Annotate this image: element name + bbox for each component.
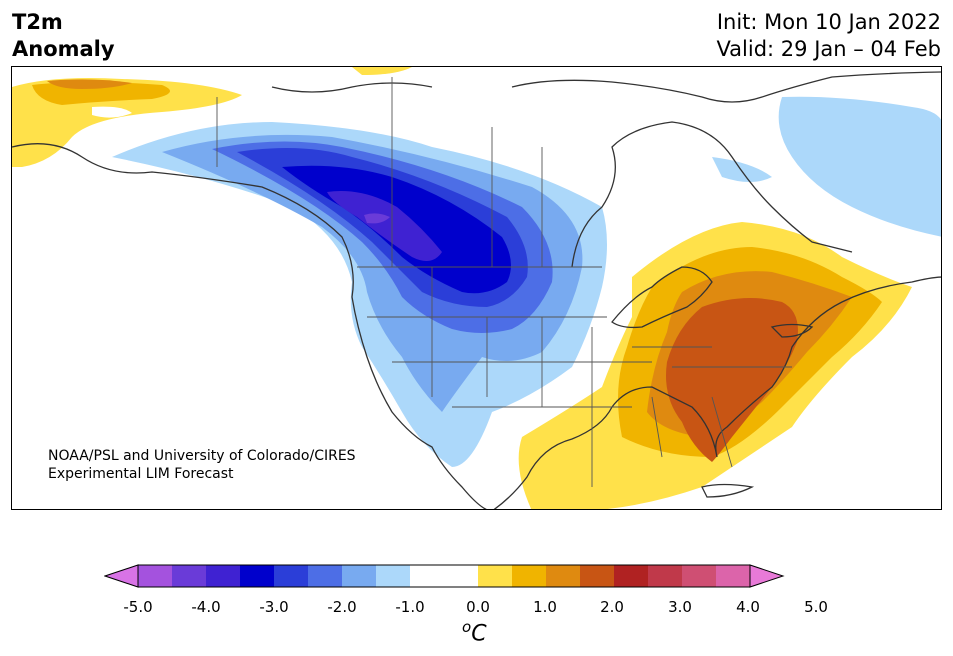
colorbar-max-arrow [749, 564, 785, 588]
coastlines [12, 71, 941, 509]
colorbar-swatch [682, 565, 716, 587]
credit-line-2: Experimental LIM Forecast [48, 466, 234, 482]
colorbar-tick: 4.0 [736, 598, 760, 616]
colorbar-swatch [512, 565, 546, 587]
colorbar-tick: -2.0 [327, 598, 357, 616]
colorbar-tick: -3.0 [259, 598, 289, 616]
colorbar-tick: -1.0 [395, 598, 425, 616]
colorbar-tick: 2.0 [600, 598, 624, 616]
colorbar-swatch [274, 565, 308, 587]
init-date: Init: Mon 10 Jan 2022 [716, 10, 941, 34]
colorbar-swatch [444, 565, 478, 587]
map-canvas: NOAA/PSL and University of Colorado/CIRE… [12, 67, 941, 509]
political-borders [216, 77, 792, 487]
colorbar-swatch [342, 565, 376, 587]
warm-region-core [666, 298, 798, 462]
unit-base: C [471, 621, 487, 647]
colorbar-tick: 3.0 [668, 598, 692, 616]
credit-line-1: NOAA/PSL and University of Colorado/CIRE… [48, 448, 356, 464]
variable-subtitle: Anomaly [12, 37, 115, 61]
colorbar-min-arrow [103, 564, 139, 588]
variable-name: T2m [12, 10, 63, 34]
colorbar-ticks: -5.0 -4.0 -3.0 -2.0 -1.0 0.0 1.0 2.0 3.0… [0, 598, 953, 618]
colorbar-swatch [614, 565, 648, 587]
forecast-dates: Init: Mon 10 Jan 2022 Valid: 29 Jan – 04… [716, 9, 941, 63]
northeast-cold-region [778, 96, 941, 237]
colorbar-swatch [308, 565, 342, 587]
colorbar-unit: oC [462, 618, 487, 646]
colorbar-swatches [103, 564, 785, 588]
colorbar [103, 564, 850, 592]
valid-range: Valid: 29 Jan – 04 Feb [716, 37, 941, 61]
colorbar-swatch [138, 565, 172, 587]
colorbar-swatch [716, 565, 750, 587]
colorbar-swatch [376, 565, 410, 587]
colorbar-swatch [410, 565, 444, 587]
colorbar-swatch [546, 565, 580, 587]
chart-title: T2m Anomaly [12, 9, 115, 63]
colorbar-swatch [580, 565, 614, 587]
colorbar-tick: -5.0 [123, 598, 153, 616]
colorbar-tick: 0.0 [466, 598, 490, 616]
colorbar-swatch [478, 565, 512, 587]
unit-degree-sup: o [462, 618, 472, 636]
colorbar-swatch [206, 565, 240, 587]
colorbar-tick: 1.0 [533, 598, 557, 616]
colorbar-swatch [172, 565, 206, 587]
colorbar-swatch [648, 565, 682, 587]
anomaly-map: NOAA/PSL and University of Colorado/CIRE… [11, 66, 942, 510]
colorbar-tick: -4.0 [191, 598, 221, 616]
colorbar-swatch [240, 565, 274, 587]
colorbar-tick: 5.0 [804, 598, 828, 616]
